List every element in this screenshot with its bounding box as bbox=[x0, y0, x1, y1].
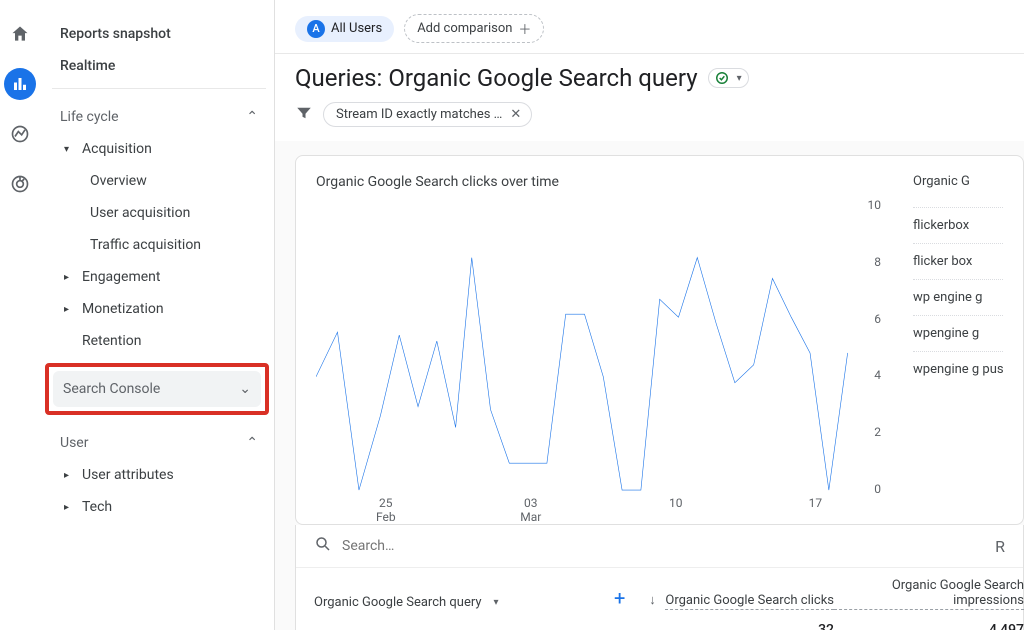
chevron-up-icon: ⌃ bbox=[246, 435, 258, 451]
close-icon[interactable]: ✕ bbox=[510, 107, 521, 122]
caret-down-icon: ▾ bbox=[64, 144, 74, 155]
section-label: Life cycle bbox=[60, 109, 119, 125]
y-tick: 2 bbox=[874, 425, 881, 439]
x-tick: 10 bbox=[669, 496, 683, 510]
col-query[interactable]: Organic Google Search query ▾ bbox=[314, 595, 614, 610]
sidebar-group-monetization[interactable]: ▸ Monetization bbox=[60, 293, 266, 325]
caret-right-icon: ▸ bbox=[64, 470, 74, 481]
col-impressions[interactable]: Organic Google Search impressions bbox=[834, 578, 1024, 610]
home-icon[interactable] bbox=[4, 18, 36, 50]
caret-right-icon: ▸ bbox=[64, 304, 74, 315]
filterbar: Stream ID exactly matches … ✕ bbox=[275, 98, 1024, 141]
filter-chip-stream-id[interactable]: Stream ID exactly matches … ✕ bbox=[323, 102, 532, 127]
y-tick: 4 bbox=[874, 368, 881, 382]
main: A All Users Add comparison ＋ Queries: Or… bbox=[275, 0, 1024, 630]
chevron-down-icon: ⌄ bbox=[239, 381, 251, 397]
explore-icon[interactable] bbox=[4, 118, 36, 150]
col-clicks[interactable]: ↓ Organic Google Search clicks bbox=[644, 592, 834, 610]
table-area: R Organic Google Search query ▾ + ↓ Orga… bbox=[295, 525, 1024, 630]
y-tick: 8 bbox=[874, 255, 881, 269]
advertising-icon[interactable] bbox=[4, 168, 36, 200]
line-chart bbox=[316, 198, 853, 496]
legend: Organic G flickerboxflicker boxwp engine… bbox=[913, 174, 1003, 524]
audience-badge: A bbox=[307, 20, 325, 38]
x-tick: 03Mar bbox=[520, 496, 541, 525]
sum-impressions: 4,497 bbox=[834, 622, 1024, 630]
table-right-hint: R bbox=[995, 537, 1005, 556]
y-tick: 10 bbox=[868, 198, 882, 212]
sidebar-item-traffic-acquisition[interactable]: Traffic acquisition bbox=[60, 229, 266, 261]
plus-icon: ＋ bbox=[518, 19, 531, 38]
page-title: Queries: Organic Google Search query bbox=[295, 64, 698, 92]
filter-icon[interactable] bbox=[295, 104, 313, 126]
y-tick: 0 bbox=[874, 482, 881, 496]
legend-item[interactable]: flickerbox bbox=[913, 207, 1003, 243]
chip-add-comparison[interactable]: Add comparison ＋ bbox=[404, 14, 544, 43]
caret-down-icon: ▾ bbox=[494, 597, 499, 608]
table-summary: 32 4,497 bbox=[296, 618, 1023, 630]
chip-all-users[interactable]: A All Users bbox=[295, 16, 394, 42]
sidebar-section-user[interactable]: User ⌃ bbox=[52, 425, 266, 459]
sort-desc-icon: ↓ bbox=[649, 593, 656, 608]
legend-item[interactable]: wpengine g bbox=[913, 315, 1003, 351]
legend-item[interactable]: flicker box bbox=[913, 243, 1003, 279]
sidebar-group-engagement[interactable]: ▸ Engagement bbox=[60, 261, 266, 293]
sidebar-group-acquisition[interactable]: ▾ Acquisition bbox=[60, 133, 266, 165]
search-input[interactable] bbox=[342, 538, 985, 554]
reports-icon[interactable] bbox=[4, 68, 36, 100]
table-header: Organic Google Search query ▾ + ↓ Organi… bbox=[296, 568, 1023, 618]
sidebar-section-search-console[interactable]: Search Console ⌄ bbox=[53, 371, 261, 407]
caret-right-icon: ▸ bbox=[64, 502, 74, 513]
legend-item[interactable]: wp engine g bbox=[913, 279, 1003, 315]
topbar: A All Users Add comparison ＋ bbox=[275, 0, 1024, 54]
search-icon bbox=[314, 535, 332, 557]
y-tick: 6 bbox=[874, 312, 881, 326]
search-console-highlight: Search Console ⌄ bbox=[45, 363, 269, 415]
sidebar-item-user-acquisition[interactable]: User acquisition bbox=[60, 197, 266, 229]
table-search: R bbox=[296, 525, 1023, 568]
sidebar-item-overview[interactable]: Overview bbox=[60, 165, 266, 197]
x-tick: 17 bbox=[809, 496, 823, 510]
add-metric-button[interactable]: + bbox=[614, 586, 644, 610]
sidebar-section-lifecycle[interactable]: Life cycle ⌃ bbox=[52, 99, 266, 133]
legend-title: Organic G bbox=[913, 174, 1003, 189]
chart-pane: Organic Google Search clicks over time 1… bbox=[316, 174, 883, 524]
chart-card: Organic Google Search clicks over time 1… bbox=[295, 155, 1024, 525]
legend-item[interactable]: wpengine g push bbox=[913, 351, 1003, 387]
chart-wrap: 10 8 6 4 2 0 25Feb 03Mar 10 17 bbox=[316, 198, 883, 524]
sidebar-group-user-attributes[interactable]: ▸ User attributes bbox=[60, 459, 266, 491]
caret-right-icon: ▸ bbox=[64, 272, 74, 283]
x-axis: 25Feb 03Mar 10 17 bbox=[316, 496, 853, 524]
sidebar-group-tech[interactable]: ▸ Tech bbox=[60, 491, 266, 523]
sidebar-reports-snapshot[interactable]: Reports snapshot bbox=[52, 18, 266, 50]
sidebar-item-retention[interactable]: Retention bbox=[60, 325, 266, 357]
titlebar: Queries: Organic Google Search query ▾ bbox=[275, 54, 1024, 98]
sidebar-realtime[interactable]: Realtime bbox=[52, 50, 266, 82]
x-tick: 25Feb bbox=[376, 496, 396, 525]
caret-down-icon: ▾ bbox=[737, 73, 742, 84]
sum-clicks: 32 bbox=[644, 622, 834, 630]
chevron-up-icon: ⌃ bbox=[246, 109, 258, 125]
chart-title: Organic Google Search clicks over time bbox=[316, 174, 883, 190]
content: Organic Google Search clicks over time 1… bbox=[275, 141, 1024, 630]
sidebar: Reports snapshot Realtime Life cycle ⌃ ▾… bbox=[40, 0, 275, 630]
icon-rail bbox=[0, 0, 40, 630]
y-axis: 10 8 6 4 2 0 bbox=[853, 198, 883, 496]
status-pill[interactable]: ▾ bbox=[708, 68, 749, 88]
